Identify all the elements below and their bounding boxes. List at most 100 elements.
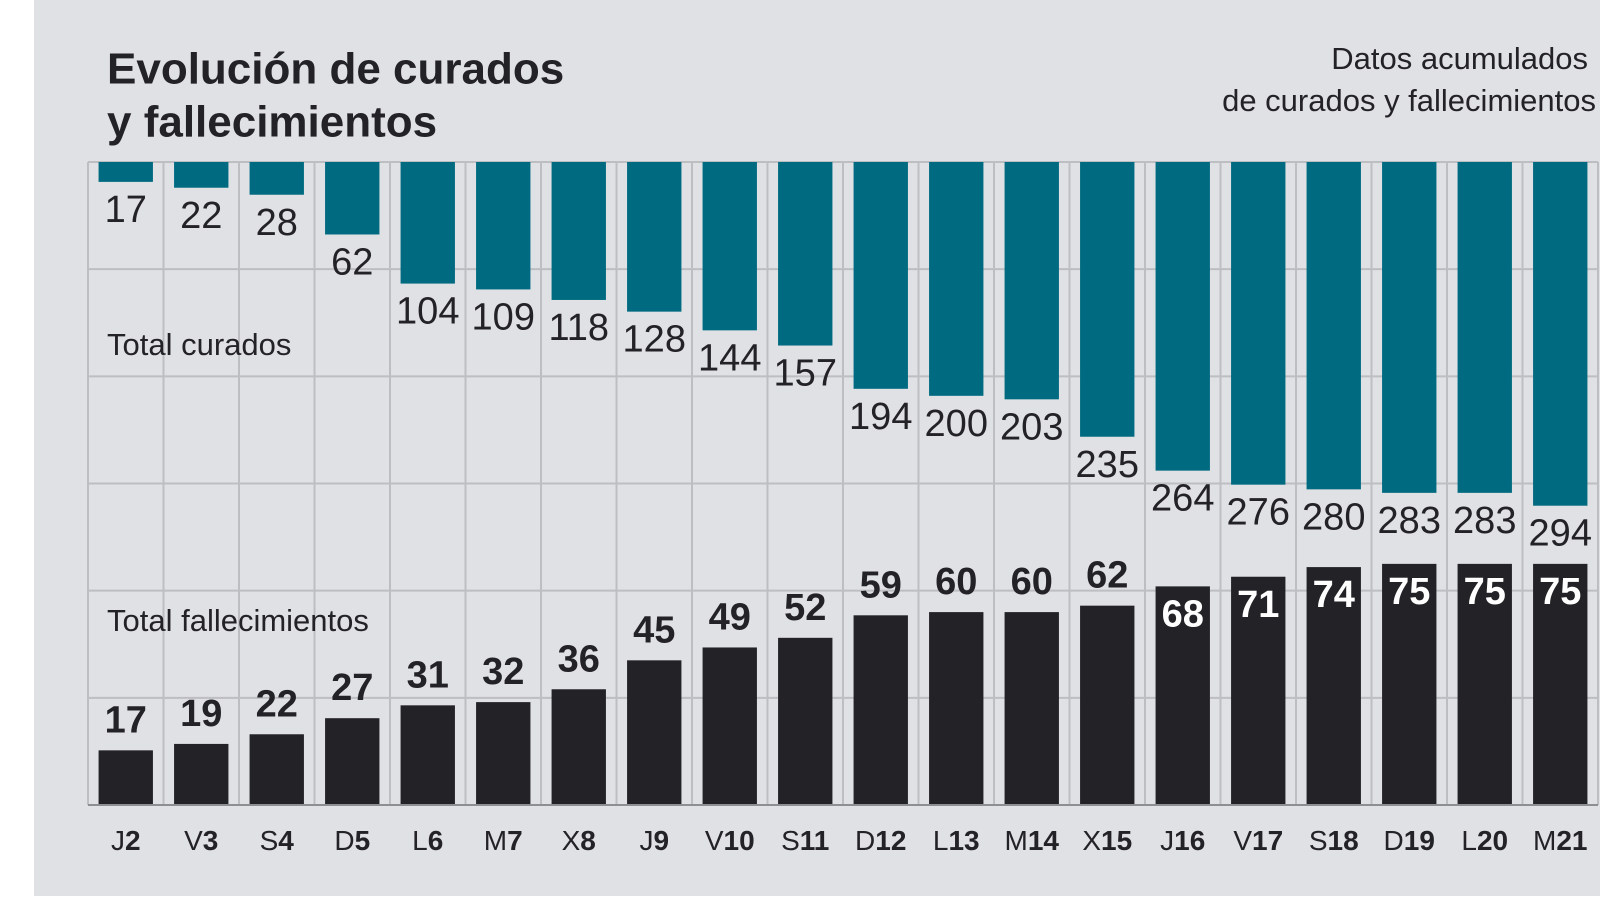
x-tick-label: J9: [639, 825, 669, 856]
bar: [1231, 162, 1286, 485]
bar: [1382, 563, 1437, 805]
value-label: 22: [180, 195, 222, 237]
bar: [702, 162, 757, 331]
bar: [1080, 605, 1135, 805]
x-tick-label: V17: [1233, 825, 1283, 856]
value-label: 200: [925, 403, 988, 445]
bar: [551, 162, 606, 300]
bar: [1306, 162, 1361, 490]
bar: [627, 660, 682, 805]
x-tick-label: S18: [1309, 825, 1359, 856]
value-label: 280: [1302, 496, 1365, 538]
x-tick-label: M21: [1533, 825, 1587, 856]
x-tick-label: X15: [1082, 825, 1132, 856]
value-label: 32: [482, 651, 524, 693]
value-label: 36: [558, 638, 600, 680]
value-label: 194: [849, 396, 912, 438]
bar: [1231, 576, 1286, 805]
value-label: 74: [1313, 574, 1355, 616]
bar: [249, 734, 304, 805]
value-label: 144: [698, 337, 761, 379]
value-label: 60: [1011, 561, 1053, 603]
value-label: 17: [105, 699, 147, 741]
bar: [853, 615, 908, 805]
legend-label: Total curados: [107, 327, 291, 362]
chart-subtitle: de curados y fallecimientos: [1222, 83, 1596, 118]
value-label: 75: [1388, 571, 1430, 613]
value-label: 264: [1151, 478, 1214, 520]
bar: [476, 702, 531, 805]
bar: [1004, 612, 1059, 805]
bar: [1155, 162, 1210, 471]
value-label: 283: [1378, 500, 1441, 542]
value-label: 118: [548, 307, 609, 349]
bar: [551, 689, 606, 805]
value-label: 128: [623, 319, 686, 361]
value-label: 45: [633, 609, 675, 651]
x-tick-label: S4: [260, 825, 295, 856]
bar: [400, 162, 455, 284]
bar: [627, 162, 682, 312]
x-tick-label: X8: [562, 825, 596, 856]
x-tick-label: L20: [1461, 825, 1508, 856]
bar: [1533, 162, 1588, 506]
value-label: 104: [396, 291, 459, 333]
bar: [929, 162, 984, 396]
value-label: 75: [1539, 571, 1581, 613]
value-label: 276: [1227, 492, 1290, 534]
value-label: 283: [1453, 500, 1516, 542]
bar: [1004, 162, 1059, 400]
value-label: 203: [1000, 406, 1063, 448]
bar: [1080, 162, 1135, 437]
legend-label: Total fallecimientos: [107, 603, 369, 638]
bar: [325, 162, 380, 235]
bar: [853, 162, 908, 389]
value-label: 157: [774, 353, 837, 395]
x-tick-label: J16: [1160, 825, 1205, 856]
bar: [702, 647, 757, 805]
bar: [1457, 162, 1512, 493]
value-label: 27: [331, 667, 373, 709]
bar: [1533, 563, 1588, 805]
x-tick-label: D19: [1384, 825, 1435, 856]
bar: [929, 612, 984, 805]
value-label: 235: [1076, 444, 1139, 486]
bar: [400, 705, 455, 805]
value-label: 28: [256, 202, 298, 244]
bar: [1382, 162, 1437, 493]
chart-title: y fallecimientos: [107, 98, 437, 147]
bar: [778, 162, 833, 346]
value-label: 71: [1237, 584, 1279, 626]
bar: [1155, 586, 1210, 805]
value-label: 109: [472, 296, 535, 338]
x-tick-label: J2: [111, 825, 141, 856]
x-tick-label: M14: [1005, 825, 1060, 856]
bar: [476, 162, 531, 290]
chart-title: Evolución de curados: [107, 45, 564, 94]
x-tick-label: V10: [705, 825, 755, 856]
value-label: 22: [256, 683, 298, 725]
x-tick-label: L13: [933, 825, 980, 856]
bar: [98, 162, 153, 182]
x-tick-label: L6: [412, 825, 443, 856]
value-label: 62: [1086, 555, 1128, 597]
value-label: 52: [784, 587, 826, 629]
value-label: 294: [1529, 513, 1592, 555]
value-label: 62: [331, 242, 373, 284]
value-label: 17: [105, 189, 147, 231]
chart-subtitle: Datos acumulados: [1331, 41, 1588, 76]
bar: [174, 162, 229, 188]
x-tick-label: V3: [184, 825, 218, 856]
x-tick-label: M7: [484, 825, 523, 856]
bar: [325, 718, 380, 805]
value-label: 59: [860, 564, 902, 606]
bar: [1457, 563, 1512, 805]
bar: [98, 750, 153, 805]
grid: [87, 161, 1599, 806]
bar: [249, 162, 304, 195]
bar: [174, 743, 229, 805]
value-label: 60: [935, 561, 977, 603]
value-label: 19: [180, 693, 222, 735]
